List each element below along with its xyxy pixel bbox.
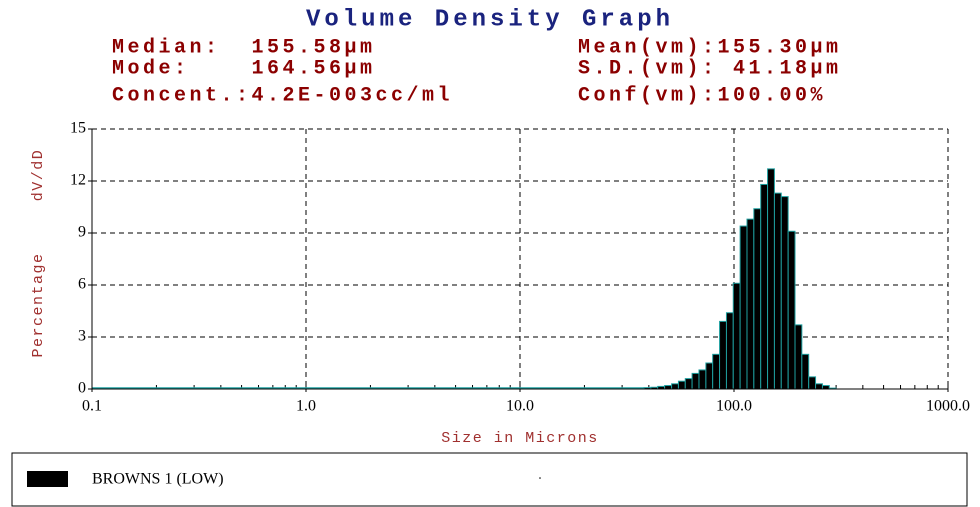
stat: Mean(vm):155.30µm	[578, 36, 842, 59]
bar	[677, 380, 686, 390]
bar	[664, 385, 673, 390]
bar	[684, 378, 693, 390]
x-tick-label: 0.1	[82, 398, 102, 415]
x-tick-label: 1.0	[296, 398, 316, 415]
bar	[815, 383, 823, 390]
bar	[732, 282, 741, 390]
x-axis-label: Size in Microns	[441, 430, 599, 447]
bar	[808, 376, 817, 390]
bar	[705, 362, 714, 390]
bar	[691, 372, 700, 390]
bar	[801, 353, 810, 390]
bar	[739, 225, 748, 390]
bar	[760, 183, 769, 390]
bar	[773, 192, 782, 390]
y-tick-label: 15	[70, 120, 86, 137]
bar	[780, 196, 789, 390]
bar	[698, 369, 707, 390]
bar	[719, 320, 727, 390]
x-tick-label: 10.0	[506, 398, 534, 415]
stat: Concent.:4.2E-003cc/ml	[112, 84, 453, 107]
stat: Mode: 164.56µm	[112, 57, 376, 80]
bar	[821, 385, 830, 390]
legend-box	[11, 452, 968, 507]
y-axis-label: Percentage	[30, 252, 47, 357]
stat: Conf(vm):100.00%	[578, 84, 826, 107]
bar	[746, 218, 755, 390]
legend-label: BROWNS 1 (LOW)	[92, 471, 224, 488]
x-tick-label: 100.0	[716, 398, 752, 415]
bar	[794, 324, 803, 390]
bar	[767, 168, 775, 390]
y-tick-label: 6	[78, 276, 86, 293]
bar	[725, 312, 734, 390]
y-tick-label: 3	[78, 328, 86, 345]
y-tick-label: 12	[70, 172, 86, 189]
dot	[539, 477, 541, 479]
legend-swatch	[27, 471, 68, 487]
chart-title: Volume Density Graph	[306, 6, 674, 33]
stat: Median: 155.58µm	[112, 36, 376, 59]
y-tick-label: 9	[78, 224, 86, 241]
bar	[712, 353, 721, 390]
x-tick-label: 1000.0	[926, 398, 970, 415]
y-axis-label: dV/dD	[30, 149, 47, 202]
bar	[671, 383, 679, 390]
stat: S.D.(vm): 41.18µm	[578, 57, 842, 80]
bar	[753, 208, 762, 390]
y-tick-label: 0	[78, 380, 86, 397]
bar	[787, 230, 796, 390]
